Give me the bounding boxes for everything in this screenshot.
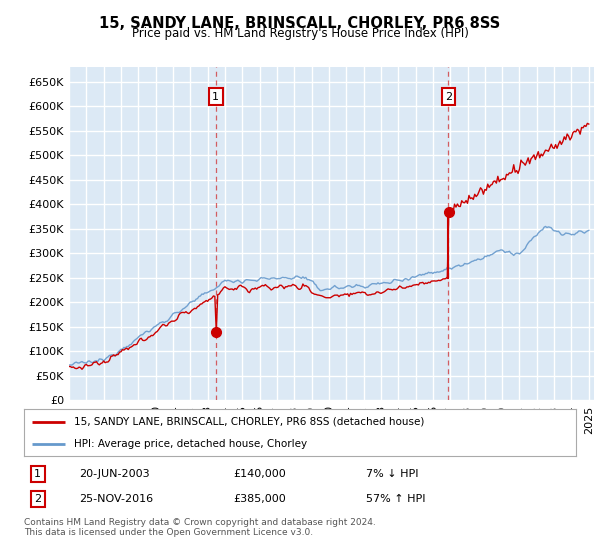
Text: 1: 1 bbox=[34, 469, 41, 479]
Text: £140,000: £140,000 bbox=[234, 469, 287, 479]
Text: 1: 1 bbox=[212, 92, 219, 101]
Text: HPI: Average price, detached house, Chorley: HPI: Average price, detached house, Chor… bbox=[74, 438, 307, 449]
Text: 7% ↓ HPI: 7% ↓ HPI bbox=[366, 469, 419, 479]
Text: 25-NOV-2016: 25-NOV-2016 bbox=[79, 494, 154, 504]
Text: 15, SANDY LANE, BRINSCALL, CHORLEY, PR6 8SS: 15, SANDY LANE, BRINSCALL, CHORLEY, PR6 … bbox=[100, 16, 500, 31]
Text: 2: 2 bbox=[34, 494, 41, 504]
Text: 15, SANDY LANE, BRINSCALL, CHORLEY, PR6 8SS (detached house): 15, SANDY LANE, BRINSCALL, CHORLEY, PR6 … bbox=[74, 417, 424, 427]
Text: Price paid vs. HM Land Registry's House Price Index (HPI): Price paid vs. HM Land Registry's House … bbox=[131, 27, 469, 40]
Text: 57% ↑ HPI: 57% ↑ HPI bbox=[366, 494, 426, 504]
Text: Contains HM Land Registry data © Crown copyright and database right 2024.
This d: Contains HM Land Registry data © Crown c… bbox=[24, 518, 376, 538]
Text: 20-JUN-2003: 20-JUN-2003 bbox=[79, 469, 150, 479]
Text: £385,000: £385,000 bbox=[234, 494, 287, 504]
Text: 2: 2 bbox=[445, 92, 452, 101]
